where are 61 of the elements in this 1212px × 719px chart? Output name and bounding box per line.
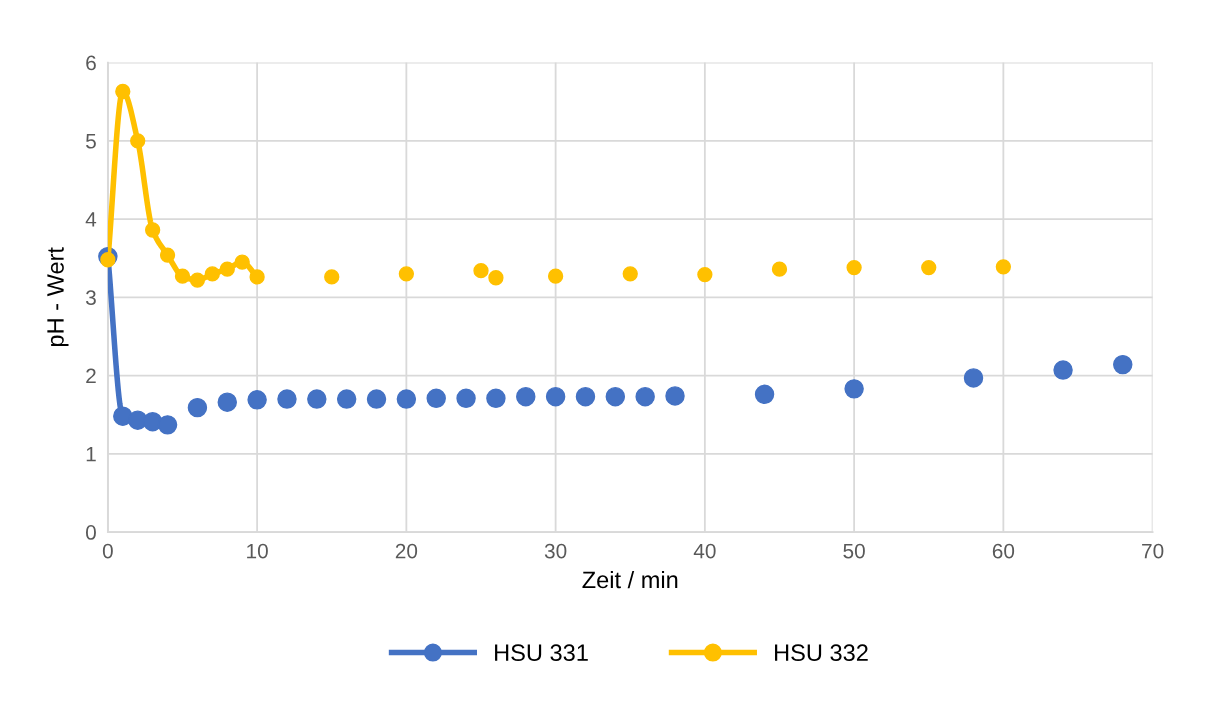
x-tick-label: 10 <box>247 543 268 559</box>
point <box>488 270 504 286</box>
point <box>754 384 775 405</box>
legend-label: HSU 332 <box>775 644 868 662</box>
point <box>174 268 191 284</box>
point <box>366 389 387 409</box>
point <box>995 259 1012 275</box>
point <box>277 389 297 409</box>
x-tick-label: 30 <box>544 543 567 559</box>
x-tick-label: 50 <box>843 543 865 559</box>
point <box>473 263 489 279</box>
point <box>219 261 235 277</box>
point <box>324 269 340 285</box>
point <box>963 368 984 388</box>
point <box>486 388 506 408</box>
point <box>771 261 788 277</box>
y-axis-title: pH - Wert <box>47 247 69 347</box>
x-tick-label: 0 <box>102 543 113 559</box>
point <box>307 389 327 409</box>
point <box>426 388 446 408</box>
point <box>130 133 146 149</box>
point <box>575 386 596 407</box>
legend-label: HSU 331 <box>495 644 588 662</box>
point <box>1113 354 1133 375</box>
y-tick-label: 2 <box>86 368 96 384</box>
point <box>635 386 655 407</box>
x-axis-title: Zeit / min <box>582 570 678 589</box>
point <box>605 386 626 407</box>
point <box>234 254 250 270</box>
point <box>396 389 417 409</box>
x-tick-label: 70 <box>1142 543 1164 559</box>
point <box>217 392 237 412</box>
point <box>846 259 862 276</box>
point <box>336 389 357 409</box>
point <box>622 266 638 282</box>
point <box>204 266 220 282</box>
point <box>547 268 564 284</box>
y-tick-label: 5 <box>86 134 96 149</box>
point <box>921 259 937 276</box>
y-tick-label: 4 <box>85 212 97 227</box>
point <box>844 379 864 399</box>
point <box>247 390 267 410</box>
x-tick-label: 60 <box>992 543 1015 559</box>
point <box>516 386 536 407</box>
point <box>187 397 208 418</box>
y-tick-label: 3 <box>85 290 96 306</box>
point <box>456 388 476 408</box>
y-tick-label: 1 <box>86 447 96 462</box>
x-tick-label: 40 <box>693 543 716 559</box>
point <box>1053 360 1073 380</box>
y-tick-label: 6 <box>86 55 96 71</box>
point <box>249 269 265 285</box>
point <box>115 83 131 100</box>
point <box>545 386 566 407</box>
point <box>665 386 685 406</box>
x-tick-label: 20 <box>395 543 418 559</box>
point <box>398 266 415 282</box>
point <box>145 222 161 238</box>
point <box>697 266 713 283</box>
point <box>189 272 206 288</box>
y-tick-label: 0 <box>85 525 96 540</box>
